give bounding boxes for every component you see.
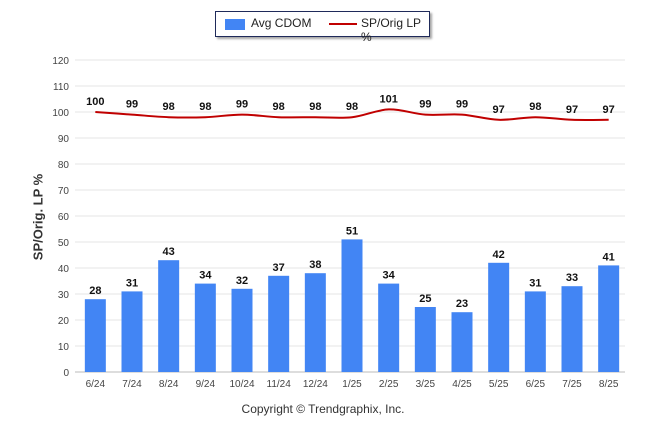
bar-data-label: 41 [603,251,615,263]
line-data-label: 98 [163,101,175,113]
bar-data-label: 37 [273,262,285,274]
line-data-label: 99 [419,99,431,111]
x-tick-label: 7/25 [562,379,582,390]
x-tick-label: 1/25 [342,379,362,390]
bar-avg-cdom [561,286,583,372]
bar-avg-cdom [488,262,510,372]
bar-avg-cdom [194,283,216,372]
line-data-label: 99 [126,99,138,111]
bar-avg-cdom [304,273,326,372]
y-tick-label: 10 [58,342,70,353]
line-data-label: 101 [379,93,397,105]
x-tick-label: 11/24 [267,379,292,390]
legend-swatch-sp-orig-lp [329,23,357,25]
x-tick-label: 7/24 [122,379,142,390]
bar-data-label: 34 [199,270,212,282]
legend-label-sp-orig-lp: SP/Orig LP % [361,16,421,44]
bar-data-label: 25 [419,293,431,305]
y-tick-label: 110 [53,82,69,93]
y-tick-label: 30 [58,290,70,301]
bar-data-label: 31 [529,277,541,289]
bar-data-label: 23 [456,298,468,310]
y-tick-label: 60 [58,212,70,223]
bar-data-label: 33 [566,272,578,284]
bar-avg-cdom [378,283,400,372]
x-tick-label: 6/25 [526,379,546,390]
x-tick-label: 3/25 [416,379,436,390]
bar-avg-cdom [414,307,436,372]
line-data-label: 98 [529,101,541,113]
x-tick-label: 4/25 [452,379,472,390]
y-tick-label: 100 [52,108,69,119]
x-tick-label: 10/24 [229,379,254,390]
bar-data-label: 38 [309,259,321,271]
bar-data-label: 32 [236,275,248,287]
line-data-label: 97 [603,104,615,116]
bar-avg-cdom [231,288,253,372]
x-tick-label: 12/24 [303,379,328,390]
bar-avg-cdom [121,291,143,372]
bar-avg-cdom [268,275,290,372]
legend-swatch-avg-cdom [225,19,245,30]
bar-data-label: 31 [126,277,138,289]
y-tick-label: 20 [58,316,70,327]
bar-data-label: 42 [493,249,505,261]
y-tick-label: 90 [58,134,70,145]
y-axis-title: SP/Orig. LP % [30,173,46,261]
chart-legend: Avg CDOM SP/Orig LP % [215,11,430,44]
x-tick-label: 8/25 [599,379,619,390]
bar-data-label: 51 [346,225,358,237]
bar-avg-cdom [84,299,106,372]
y-tick-label: 70 [58,186,70,197]
y-tick-label: 50 [58,238,70,249]
line-data-label: 97 [493,104,505,116]
x-tick-label: 8/24 [159,379,179,390]
y-tick-label: 120 [52,56,69,67]
x-tick-label: 5/25 [489,379,509,390]
line-data-label: 97 [566,104,578,116]
x-tick-label: 6/24 [86,379,106,390]
bar-data-label: 43 [163,246,175,258]
line-data-label: 99 [456,99,468,111]
bar-avg-cdom [341,239,363,372]
x-tick-label: 9/24 [196,379,216,390]
line-data-label: 100 [86,96,104,108]
y-tick-label: 0 [63,368,69,379]
copyright-text: Copyright © Trendgraphix, Inc. [241,402,405,416]
bar-avg-cdom [158,260,180,372]
line-data-label: 99 [236,99,248,111]
line-data-label: 98 [309,101,321,113]
bar-avg-cdom [451,312,473,372]
bar-data-label: 28 [89,285,101,297]
line-sp-orig-lp [95,108,609,121]
line-data-label: 98 [199,101,211,113]
bar-data-label: 34 [383,270,396,282]
line-data-label: 98 [346,101,358,113]
bar-avg-cdom [598,265,620,372]
x-tick-label: 2/25 [379,379,399,390]
y-tick-label: 40 [58,264,70,275]
y-tick-label: 80 [58,160,70,171]
legend-label-avg-cdom: Avg CDOM [251,16,312,30]
line-data-label: 98 [273,101,285,113]
bar-avg-cdom [524,291,546,372]
